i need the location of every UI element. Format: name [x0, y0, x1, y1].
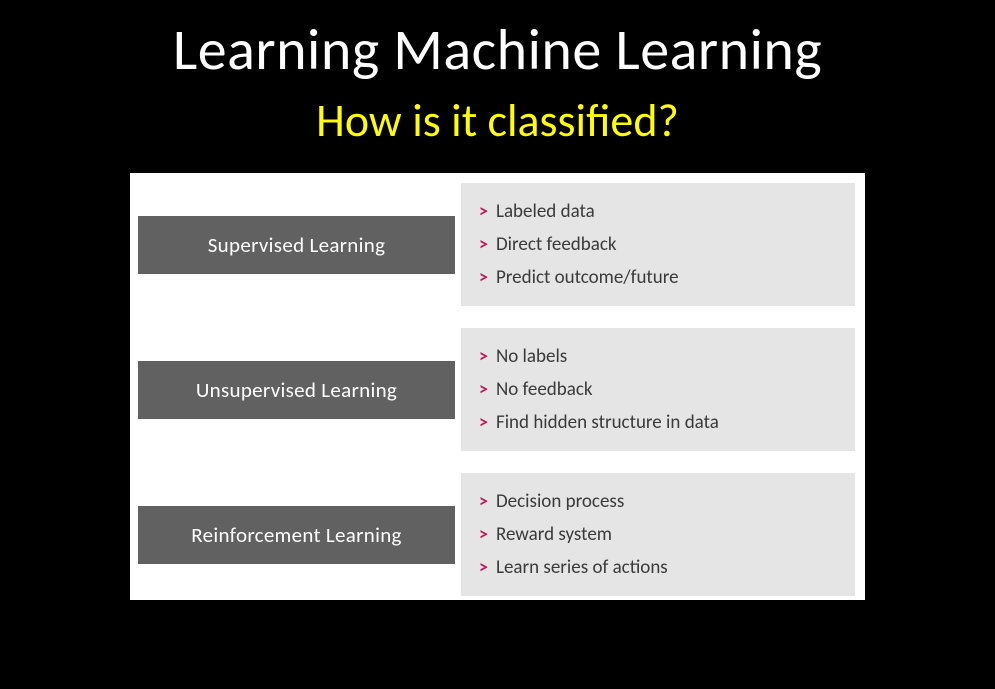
category-label-wrapper: Supervised Learning — [130, 183, 455, 306]
chevron-right-icon: > — [479, 556, 488, 578]
category-label: Supervised Learning — [138, 216, 455, 274]
chevron-right-icon: > — [479, 345, 488, 367]
bullet-item: > No labels — [479, 340, 839, 373]
slide-subtitle: How is it classified? — [0, 93, 995, 173]
bullet-item: > Learn series of actions — [479, 551, 839, 584]
bullet-item: > Reward system — [479, 518, 839, 551]
bullets-box: > Labeled data > Direct feedback > Predi… — [461, 183, 855, 306]
bullets-box: > No labels > No feedback > Find hidden … — [461, 328, 855, 451]
bullet-item: > Find hidden structure in data — [479, 406, 839, 439]
category-label-wrapper: Unsupervised Learning — [130, 328, 455, 451]
classification-diagram: Supervised Learning > Labeled data > Dir… — [130, 173, 865, 600]
bullet-item: > No feedback — [479, 373, 839, 406]
chevron-right-icon: > — [479, 411, 488, 433]
category-label-wrapper: Reinforcement Learning — [130, 473, 455, 596]
bullet-text: Predict outcome/future — [496, 266, 679, 289]
chevron-right-icon: > — [479, 233, 488, 255]
chevron-right-icon: > — [479, 490, 488, 512]
category-row-reinforcement: Reinforcement Learning > Decision proces… — [130, 473, 865, 596]
bullet-text: No feedback — [496, 378, 593, 401]
category-label: Unsupervised Learning — [138, 361, 455, 419]
bullet-text: No labels — [496, 345, 567, 368]
bullets-box: > Decision process > Reward system > Lea… — [461, 473, 855, 596]
bullet-item: > Labeled data — [479, 195, 839, 228]
chevron-right-icon: > — [479, 378, 488, 400]
bullet-text: Decision process — [496, 490, 624, 513]
chevron-right-icon: > — [479, 266, 488, 288]
bullet-text: Labeled data — [496, 200, 595, 223]
chevron-right-icon: > — [479, 523, 488, 545]
bullet-text: Reward system — [496, 523, 612, 546]
category-label: Reinforcement Learning — [138, 506, 455, 564]
bullet-text: Learn series of actions — [496, 556, 668, 579]
category-row-supervised: Supervised Learning > Labeled data > Dir… — [130, 183, 865, 306]
bullet-item: > Decision process — [479, 485, 839, 518]
bullet-item: > Direct feedback — [479, 228, 839, 261]
bullet-text: Direct feedback — [496, 233, 617, 256]
slide-title: Learning Machine Learning — [0, 0, 995, 93]
category-row-unsupervised: Unsupervised Learning > No labels > No f… — [130, 328, 865, 451]
bullet-text: Find hidden structure in data — [496, 411, 719, 434]
bullet-item: > Predict outcome/future — [479, 261, 839, 294]
chevron-right-icon: > — [479, 200, 488, 222]
